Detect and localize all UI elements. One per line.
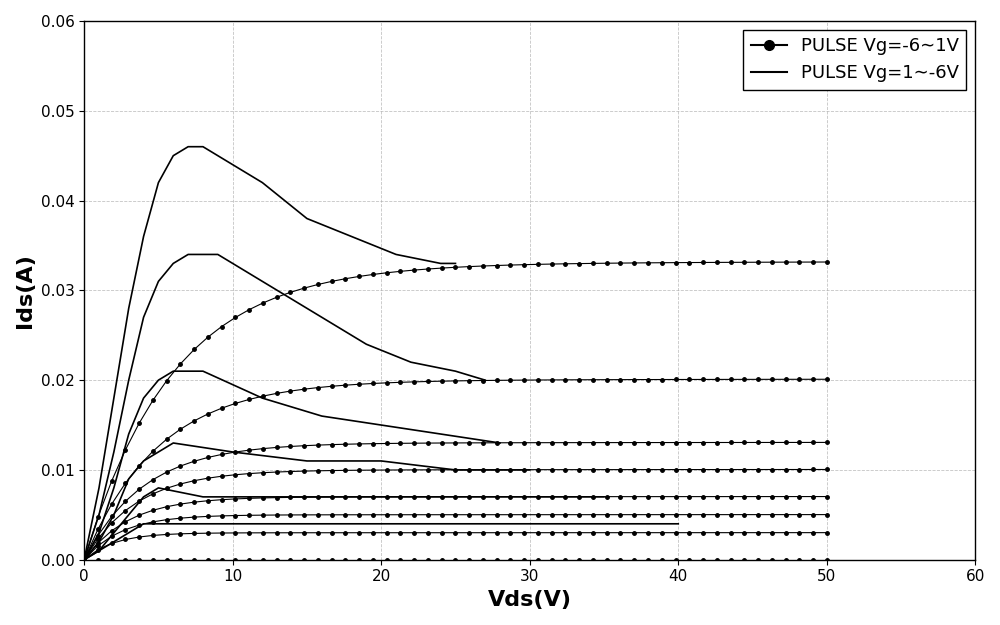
Y-axis label: Ids(A): Ids(A) [15,253,35,328]
X-axis label: Vds(V): Vds(V) [488,590,572,610]
Legend: PULSE Vg=-6∼1V, PULSE Vg=1∼-6V: PULSE Vg=-6∼1V, PULSE Vg=1∼-6V [743,30,966,89]
